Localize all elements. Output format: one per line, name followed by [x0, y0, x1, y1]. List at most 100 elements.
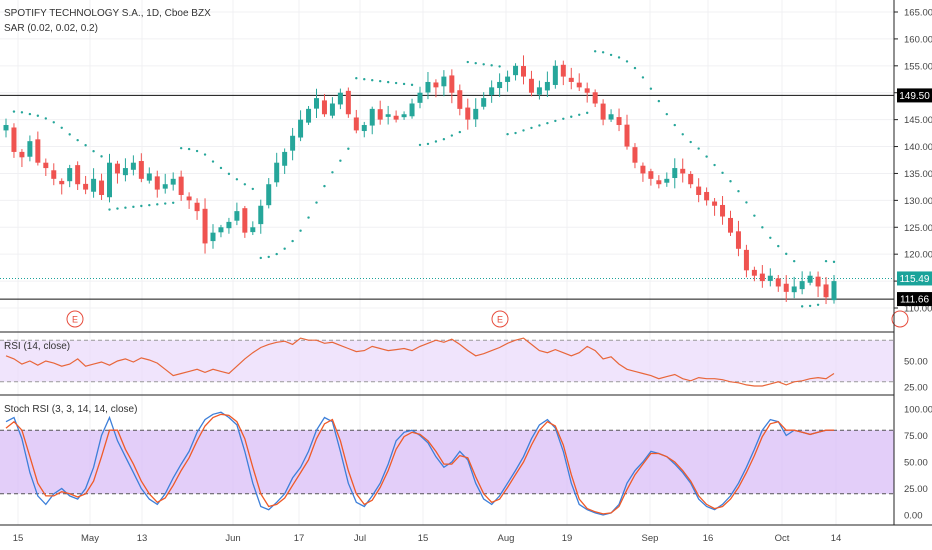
candle-body[interactable]	[337, 92, 343, 105]
candle-body[interactable]	[202, 208, 208, 244]
candle-body[interactable]	[194, 202, 200, 212]
candle-body[interactable]	[417, 92, 423, 103]
candle-body[interactable]	[656, 180, 662, 185]
candle-body[interactable]	[91, 178, 97, 192]
candle-body[interactable]	[433, 82, 439, 88]
time-axis[interactable]: 15 May 13 Jun 17 Jul 15 Aug 19 Sep 16 Oct 14	[13, 533, 842, 544]
candle-body[interactable]	[544, 81, 550, 91]
candle-body[interactable]	[759, 273, 765, 282]
candle-body[interactable]	[3, 125, 9, 131]
candle-body[interactable]	[584, 88, 590, 93]
candle-body[interactable]	[345, 90, 351, 115]
earnings-marker[interactable]	[66, 310, 84, 328]
candle-body[interactable]	[107, 162, 112, 198]
candle-body[interactable]	[688, 174, 694, 185]
candle-body[interactable]	[481, 98, 487, 107]
candle-body[interactable]	[250, 227, 256, 233]
candle-body[interactable]	[767, 275, 773, 281]
candle-body[interactable]	[807, 275, 813, 283]
candle-body[interactable]	[815, 276, 821, 287]
candle-body[interactable]	[290, 135, 296, 151]
candle-body[interactable]	[282, 151, 288, 166]
candle-body[interactable]	[560, 64, 566, 77]
candle-body[interactable]	[11, 127, 17, 152]
candle-body[interactable]	[258, 205, 264, 225]
candle-body[interactable]	[242, 208, 248, 233]
candle-body[interactable]	[720, 204, 726, 217]
candle-body[interactable]	[298, 119, 304, 138]
candle-body[interactable]	[664, 178, 670, 183]
candle-body[interactable]	[266, 184, 272, 206]
candle-body[interactable]	[425, 81, 431, 93]
candle-body[interactable]	[154, 176, 160, 190]
candle-body[interactable]	[735, 231, 741, 249]
stoch-axis[interactable]: 100.00 75.00 50.00 25.00 0.00	[904, 405, 932, 522]
candle-body[interactable]	[473, 108, 479, 120]
candle-body[interactable]	[536, 87, 542, 95]
candle-body[interactable]	[592, 92, 598, 104]
candle-body[interactable]	[27, 141, 33, 157]
candle-body[interactable]	[831, 281, 837, 301]
candle-body[interactable]	[608, 114, 614, 120]
candle-body[interactable]	[409, 103, 415, 117]
candle-body[interactable]	[775, 278, 781, 287]
rsi-axis[interactable]: 50.00 25.00	[904, 357, 928, 394]
candle-body[interactable]	[274, 162, 280, 183]
candle-body[interactable]	[393, 115, 399, 120]
candle-body[interactable]	[321, 100, 327, 115]
candle-body[interactable]	[186, 196, 192, 201]
candle-body[interactable]	[680, 168, 686, 174]
candle-body[interactable]	[146, 173, 152, 181]
candle-body[interactable]	[122, 168, 128, 176]
candle-body[interactable]	[35, 139, 41, 163]
candle-body[interactable]	[369, 108, 375, 126]
candle-body[interactable]	[83, 183, 89, 190]
candle-body[interactable]	[361, 125, 367, 132]
candle-body[interactable]	[497, 81, 503, 89]
candle-body[interactable]	[441, 76, 447, 87]
candle-body[interactable]	[162, 184, 168, 189]
candle-body[interactable]	[600, 103, 606, 120]
candle-body[interactable]	[67, 168, 73, 182]
candle-body[interactable]	[449, 75, 455, 93]
candle-body[interactable]	[505, 76, 511, 82]
candle-body[interactable]	[51, 170, 57, 179]
candle-body[interactable]	[783, 283, 789, 292]
candle-body[interactable]	[43, 162, 49, 169]
candle-body[interactable]	[528, 78, 534, 93]
candle-body[interactable]	[640, 165, 646, 174]
candle-body[interactable]	[314, 98, 319, 109]
candle-body[interactable]	[743, 249, 749, 271]
candle-body[interactable]	[130, 162, 136, 170]
candle-body[interactable]	[696, 186, 702, 195]
candle-body[interactable]	[616, 117, 622, 126]
candle-body[interactable]	[521, 66, 526, 77]
candle-body[interactable]	[170, 178, 176, 185]
candle-body[interactable]	[59, 180, 65, 185]
candle-body[interactable]	[465, 107, 471, 120]
candle-body[interactable]	[114, 163, 120, 174]
candle-body[interactable]	[99, 180, 105, 195]
candle-body[interactable]	[728, 217, 733, 233]
candle-body[interactable]	[218, 227, 224, 233]
candle-body[interactable]	[306, 108, 312, 123]
candle-body[interactable]	[210, 232, 216, 242]
candlestick-series[interactable]	[3, 55, 837, 305]
candle-body[interactable]	[751, 269, 757, 276]
candle-body[interactable]	[489, 87, 495, 96]
candle-body[interactable]	[823, 284, 829, 298]
candle-body[interactable]	[791, 286, 797, 293]
candle-body[interactable]	[576, 82, 582, 88]
candle-body[interactable]	[632, 147, 638, 163]
candle-body[interactable]	[353, 117, 359, 131]
candle-body[interactable]	[568, 77, 574, 82]
candle-body[interactable]	[377, 109, 383, 120]
candle-body[interactable]	[329, 103, 335, 116]
earnings-marker[interactable]	[891, 310, 909, 328]
candle-body[interactable]	[513, 65, 519, 76]
candle-body[interactable]	[648, 171, 654, 179]
candle-body[interactable]	[234, 211, 240, 221]
candle-body[interactable]	[712, 201, 718, 206]
